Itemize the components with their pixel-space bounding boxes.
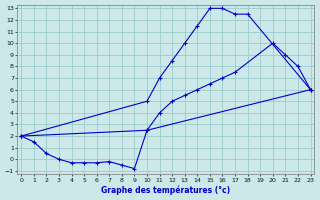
X-axis label: Graphe des températures (°c): Graphe des températures (°c) (101, 186, 230, 195)
